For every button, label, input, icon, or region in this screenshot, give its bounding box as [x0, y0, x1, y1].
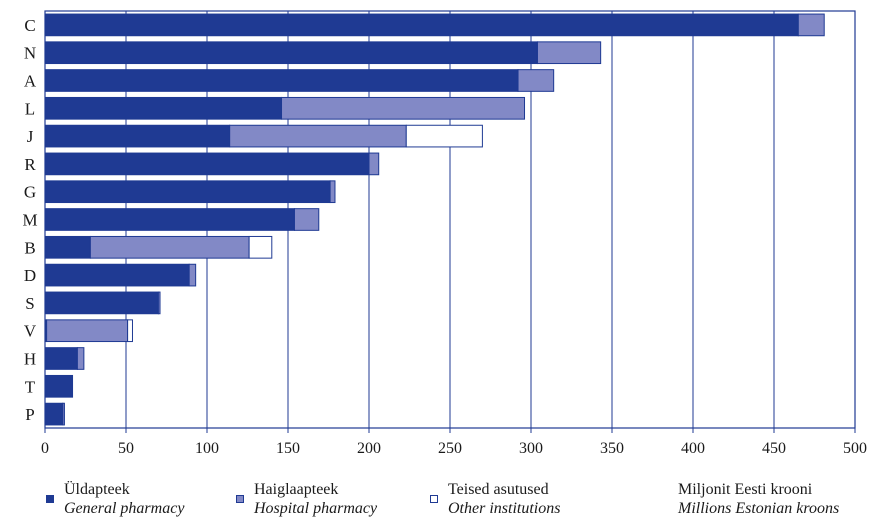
bar-B-hospital [89, 235, 250, 259]
bar-V-other [127, 319, 133, 343]
unit-label-en: Millions Estonian kroons [678, 500, 840, 517]
x-axis-labels: 0 50 100 150 200 250 300 350 400 450 500 [41, 428, 867, 457]
bar-T-general [44, 374, 74, 398]
legend-label-other-en: Other institutions [448, 500, 561, 517]
legend-swatch-general [46, 495, 54, 503]
bar-J-hospital [229, 124, 407, 148]
bar-H-general [44, 347, 78, 370]
y-tick-label-B: B [24, 238, 35, 257]
unit-label: Miljonit Eesti krooni Millions Estonian … [678, 480, 839, 518]
bar-B-other [248, 235, 273, 259]
bar-A-general [44, 69, 519, 92]
bar-P-hospital [62, 402, 65, 426]
x-tick-label-500: 500 [843, 440, 867, 457]
y-tick-label-T: T [25, 377, 36, 396]
x-tick-label-150: 150 [276, 440, 300, 457]
legend: Üldapteek General pharmacy Haiglaapteek … [0, 480, 870, 518]
bar-P-general [44, 402, 64, 426]
y-tick-label-D: D [24, 266, 36, 285]
legend-swatch-hospital [236, 495, 244, 503]
legend-label-general: Üldapteek General pharmacy [64, 480, 184, 518]
y-tick-label-J: J [27, 127, 34, 146]
bar-H-hospital [76, 347, 85, 370]
y-tick-label-H: H [24, 350, 36, 369]
legend-label-general-en: General pharmacy [64, 500, 185, 517]
x-tick-label-50: 50 [118, 440, 134, 457]
bar-S-hospital [157, 291, 161, 315]
y-tick-label-M: M [22, 211, 37, 230]
y-tick-label-P: P [25, 405, 34, 424]
bar-L-general [44, 96, 283, 120]
bar-J-other [405, 124, 483, 148]
bar-C-hospital [797, 13, 825, 37]
bar-G-hospital [329, 180, 336, 204]
unit-label-et: Miljonit Eesti krooni [678, 481, 813, 498]
y-tick-label-A: A [24, 72, 37, 91]
x-tick-label-450: 450 [762, 440, 786, 457]
bar-R-general [44, 152, 370, 176]
x-tick-label-300: 300 [519, 440, 543, 457]
bar-M-general [44, 208, 295, 231]
y-tick-label-C: C [24, 16, 35, 35]
bars [44, 13, 825, 426]
bar-A-hospital [517, 69, 555, 92]
x-tick-label-350: 350 [600, 440, 624, 457]
x-tick-label-100: 100 [195, 440, 219, 457]
y-tick-label-G: G [24, 183, 36, 202]
x-tick-label-400: 400 [681, 440, 705, 457]
bar-G-general [44, 180, 331, 204]
bar-N-general [44, 41, 538, 65]
bar-D-general [44, 263, 190, 287]
legend-label-other-et: Teised asutused [448, 481, 549, 498]
bar-S-general [44, 291, 159, 315]
y-tick-label-S: S [25, 294, 34, 313]
bar-M-hospital [293, 208, 320, 231]
bar-J-general [44, 124, 231, 148]
bar-D-hospital [188, 263, 197, 287]
legend-label-general-et: Üldapteek [64, 481, 130, 498]
bar-N-hospital [536, 41, 602, 65]
y-tick-label-N: N [24, 44, 36, 63]
y-tick-label-R: R [24, 155, 36, 174]
bar-C-general [44, 13, 799, 37]
y-tick-label-V: V [24, 322, 37, 341]
x-tick-label-0: 0 [41, 440, 49, 457]
legend-label-other: Teised asutused Other institutions [448, 480, 560, 518]
bar-L-hospital [281, 96, 526, 120]
legend-swatch-other [430, 495, 438, 503]
x-tick-label-200: 200 [357, 440, 381, 457]
legend-label-hospital: Haiglaapteek Hospital pharmacy [254, 480, 377, 518]
legend-label-hospital-et: Haiglaapteek [254, 481, 339, 498]
bar-V-hospital [46, 319, 129, 343]
bar-B-general [44, 235, 91, 259]
x-tick-label-250: 250 [438, 440, 462, 457]
legend-label-hospital-en: Hospital pharmacy [254, 500, 378, 517]
y-tick-label-L: L [25, 99, 35, 118]
bar-R-hospital [368, 152, 380, 176]
